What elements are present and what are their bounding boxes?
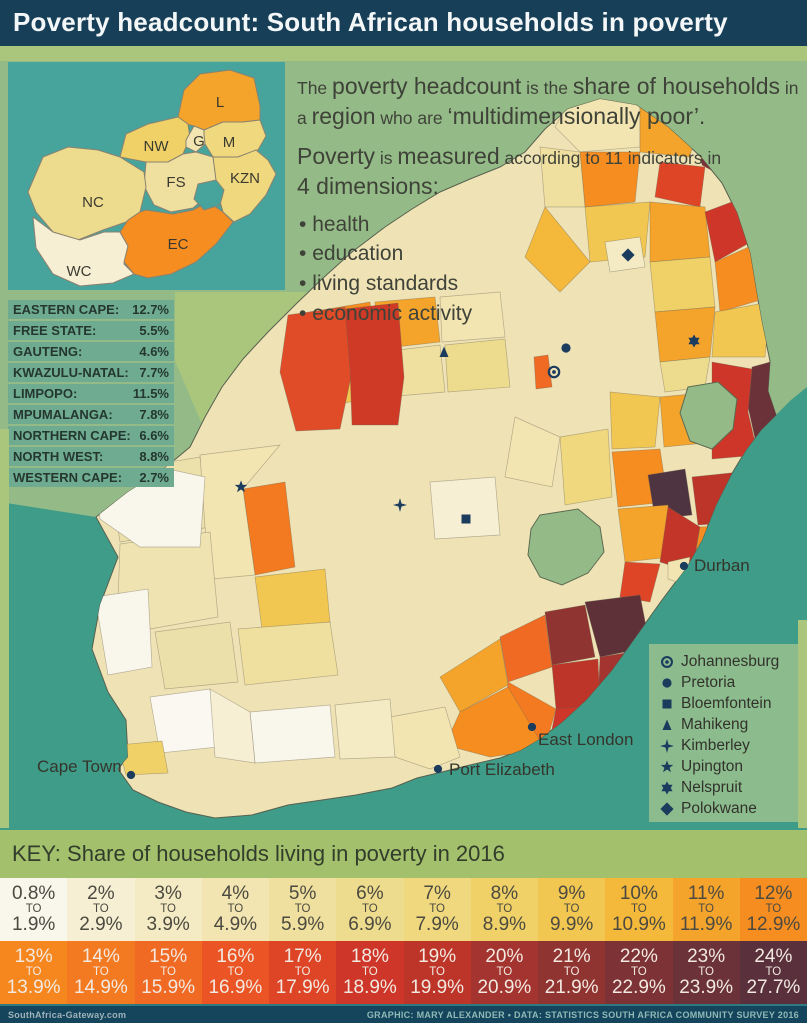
intro-text-block: The poverty headcount is the share of ho… [297, 72, 802, 329]
legend-item-pretoria: Pretoria [659, 672, 803, 693]
key-cell: 8% TO 8.9% [470, 878, 538, 941]
intro-paragraph-1: The poverty headcount is the share of ho… [297, 73, 799, 129]
key-cell: 9% TO 9.9% [538, 878, 606, 941]
dimension-item: living standards [299, 269, 802, 299]
province-row-western-cape: WESTERN CAPE: 2.7% [8, 468, 174, 487]
province-inset-svg: L NW G M FS KZN NC EC WC [27, 69, 277, 287]
province-row-limpopo: LIMPOPO: 11.5% [8, 384, 174, 403]
key-cell: 12% TO 12.9% [739, 878, 807, 941]
circle-dot-icon [661, 655, 673, 668]
city-marker-legend: Johannesburg Pretoria Bloemfontein Mahik… [649, 644, 803, 822]
dimension-item: health [299, 210, 802, 240]
key-cell: 0.8% TO 1.9% [0, 878, 68, 941]
inset-label-eastern-cape: EC [168, 236, 189, 253]
five-point-star-icon [660, 760, 674, 772]
key-cell: 24% TO 27.7% [739, 941, 807, 1004]
inset-label-free-state: FS [166, 174, 185, 191]
legend-item-johannesburg: Johannesburg [659, 651, 803, 672]
key-cell: 14% TO 14.9% [67, 941, 135, 1004]
ocean [0, 387, 807, 828]
six-point-star-icon [661, 781, 673, 794]
footer-data-credit: GRAPHIC: MARY ALEXANDER • DATA: STATISTI… [366, 1010, 799, 1020]
key-cell: 17% TO 17.9% [269, 941, 337, 1004]
inset-label-gauteng: G [193, 133, 205, 150]
durban-marker-icon [679, 561, 689, 571]
east-london-marker-icon [527, 722, 537, 732]
province-row-mpumalanga: MPUMALANGA: 7.8% [8, 405, 174, 424]
dimension-item: education [299, 239, 802, 269]
bloemfontein-marker-icon [461, 514, 471, 524]
legend-item-bloemfontein: Bloemfontein [659, 693, 803, 714]
province-inset-map: L NW G M FS KZN NC EC WC [8, 62, 285, 290]
key-cell: 23% TO 23.9% [672, 941, 740, 1004]
key-cell: 11% TO 11.9% [672, 878, 740, 941]
page-title: Poverty headcount: South African househo… [13, 7, 728, 37]
key-cell: 15% TO 15.9% [134, 941, 202, 1004]
legend-item-polokwane: Polokwane [659, 798, 803, 819]
footer-site-credit: SouthAfrica-Gateway.com [8, 1010, 127, 1020]
dimension-item: economic activity [299, 299, 802, 329]
inset-mpumalanga [203, 119, 267, 158]
key-cell: 20% TO 20.9% [470, 941, 538, 1004]
key-cell: 22% TO 22.9% [605, 941, 673, 1004]
four-point-star-icon [660, 738, 674, 753]
key-cell: 4% TO 4.9% [201, 878, 269, 941]
key-cell: 10% TO 10.9% [605, 878, 673, 941]
legend-item-upington: Upington [659, 756, 803, 777]
key-cell: 21% TO 21.9% [538, 941, 606, 1004]
durban-label: Durban [694, 556, 750, 575]
key-cell: 2% TO 2.9% [67, 878, 135, 941]
inset-western-cape [32, 215, 135, 287]
key-cell: 13% TO 13.9% [0, 941, 68, 1004]
east-london-label: East London [538, 730, 634, 749]
key-cell: 18% TO 18.9% [336, 941, 404, 1004]
province-stats-list: EASTERN CAPE: 12.7% FREE STATE: 5.5% GAUTE… [8, 300, 174, 489]
left-edge-strip [0, 429, 9, 828]
cape-town-label: Cape Town [37, 757, 122, 776]
footer-bar: SouthAfrica-Gateway.com GRAPHIC: MARY AL… [0, 1004, 807, 1023]
inset-eastern-cape [119, 201, 234, 279]
top-divider-band [0, 46, 807, 61]
province-row-gauteng: GAUTENG: 4.6% [8, 342, 174, 361]
province-row-eastern-cape: EASTERN CAPE: 12.7% [8, 300, 174, 319]
key-cell: 5% TO 5.9% [269, 878, 337, 941]
pretoria-marker-icon [561, 343, 571, 353]
key-cell: 7% TO 7.9% [403, 878, 471, 941]
province-row-north-west: NORTH WEST: 8.8% [8, 447, 174, 466]
key-heading-band: KEY: Share of households living in pover… [0, 828, 807, 878]
inset-label-northern-cape: NC [82, 194, 104, 211]
intro-paragraph-2: Poverty is measured according to 11 indi… [297, 142, 722, 199]
key-cell: 3% TO 3.9% [134, 878, 202, 941]
port-elizabeth-marker-icon [433, 764, 443, 774]
inset-label-kwazulu-natal: KZN [230, 170, 260, 187]
filled-square-icon [662, 699, 672, 708]
inset-label-limpopo: L [216, 94, 224, 111]
right-edge-strip [798, 620, 807, 828]
lesotho [527, 508, 605, 586]
eight-point-star-icon [660, 801, 674, 816]
legend-item-mahikeng: Mahikeng [659, 714, 803, 735]
inset-label-western-cape: WC [67, 263, 92, 280]
title-bar: Poverty headcount: South African househo… [0, 0, 807, 46]
inset-label-mpumalanga: M [223, 134, 236, 151]
swaziland [679, 381, 738, 450]
inset-label-north-west: NW [144, 138, 170, 155]
port-elizabeth-label: Port Elizabeth [449, 760, 555, 779]
key-cell: 6% TO 6.9% [336, 878, 404, 941]
province-row-kwazulu-natal: KWAZULU-NATAL: 7.7% [8, 363, 174, 382]
cape-town-marker-icon [126, 770, 136, 780]
key-heading: KEY: Share of households living in pover… [12, 841, 505, 866]
key-cell: 16% TO 16.9% [201, 941, 269, 1004]
filled-circle-icon [662, 677, 672, 688]
dimension-list: health education living standards econom… [299, 210, 802, 329]
triangle-icon [662, 719, 672, 730]
province-row-northern-cape: NORTHERN CAPE: 6.6% [8, 426, 174, 445]
inset-lesotho [193, 179, 225, 211]
key-cell: 19% TO 19.9% [403, 941, 471, 1004]
key-color-scale: 0.8% TO 1.9% 2% TO 2.9% 3% TO 3.9% 4% TO 4.9% 5%… [0, 878, 807, 1004]
province-row-free-state: FREE STATE: 5.5% [8, 321, 174, 340]
legend-item-nelspruit: Nelspruit [659, 777, 803, 798]
legend-item-kimberley: Kimberley [659, 735, 803, 756]
